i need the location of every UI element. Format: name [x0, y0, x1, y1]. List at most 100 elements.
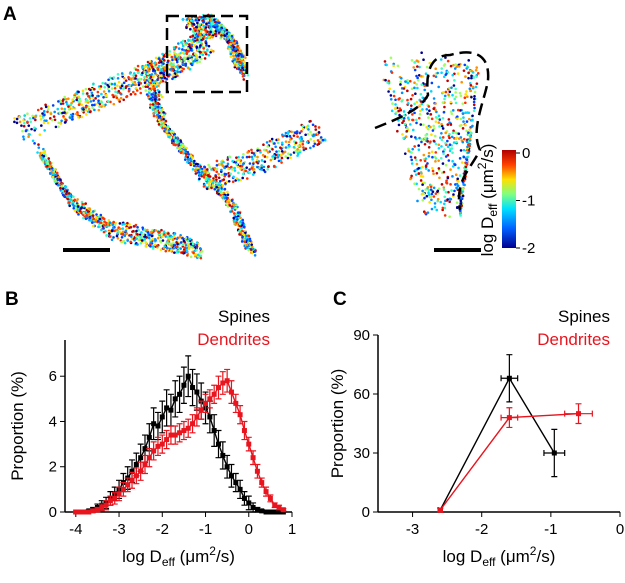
point: [90, 508, 96, 514]
dot: [465, 158, 469, 162]
dot: [475, 82, 479, 85]
dot: [154, 98, 157, 101]
dot: [139, 241, 143, 245]
dot: [409, 104, 413, 107]
dot: [162, 124, 165, 127]
dot: [104, 103, 107, 107]
dot: [314, 125, 317, 128]
point: [551, 450, 557, 456]
dot: [430, 150, 434, 154]
dot: [82, 204, 86, 208]
dot: [129, 240, 132, 244]
dot: [219, 193, 222, 197]
dot: [444, 141, 447, 145]
dot: [162, 117, 165, 121]
dot: [442, 110, 446, 114]
dot: [58, 111, 62, 114]
dot: [67, 108, 71, 111]
y-tick-label: 30: [353, 445, 370, 462]
dot: [296, 148, 299, 151]
dot: [397, 123, 401, 127]
dot: [183, 158, 187, 161]
dot: [53, 118, 57, 122]
dot: [417, 73, 421, 77]
dot: [460, 161, 464, 164]
dot: [232, 203, 236, 206]
dot: [63, 95, 66, 99]
dot: [427, 193, 431, 197]
dot: [429, 140, 432, 143]
dot: [459, 214, 462, 217]
dot: [442, 75, 446, 79]
point: [263, 489, 269, 495]
dot: [172, 130, 175, 134]
dot: [81, 92, 85, 95]
dot: [421, 108, 424, 111]
dot: [461, 140, 465, 144]
dot: [404, 135, 408, 138]
dot: [82, 216, 85, 220]
dot: [450, 86, 453, 89]
dot: [223, 34, 226, 37]
dot: [143, 75, 146, 79]
dot: [414, 158, 418, 162]
point: [228, 473, 234, 479]
dot: [181, 39, 185, 43]
dot: [92, 99, 95, 102]
dot: [108, 221, 112, 225]
dot: [452, 84, 456, 87]
dot: [204, 170, 207, 173]
dot: [419, 179, 423, 182]
dot: [260, 158, 264, 162]
dot: [253, 250, 257, 253]
dot: [207, 182, 211, 186]
dot: [146, 60, 150, 64]
dot: [143, 78, 146, 82]
dot: [39, 114, 42, 118]
dot: [193, 164, 196, 168]
dot: [253, 254, 257, 257]
dot: [213, 18, 216, 21]
dot: [153, 243, 157, 247]
dot: [180, 145, 184, 149]
dot: [226, 190, 229, 194]
label-part: 2: [209, 544, 216, 558]
dot: [277, 159, 281, 163]
dot: [76, 208, 80, 211]
dot: [144, 89, 148, 92]
dot: [191, 168, 195, 171]
dot: [430, 133, 433, 136]
point: [220, 380, 226, 386]
dot: [107, 218, 111, 222]
point: [107, 498, 113, 504]
dot: [77, 116, 80, 119]
dot: [82, 211, 85, 215]
dot: [415, 162, 419, 166]
dot: [90, 91, 94, 95]
dot: [427, 189, 431, 192]
dot: [450, 147, 454, 150]
dot: [176, 67, 180, 70]
dot: [179, 139, 182, 142]
dot: [451, 165, 455, 168]
dot: [409, 177, 412, 181]
dot: [415, 59, 419, 62]
dot: [184, 41, 188, 45]
dot: [89, 100, 93, 103]
dot: [230, 34, 234, 38]
x-axis-label: log Deff (μm2/s): [443, 544, 556, 569]
dot: [430, 192, 434, 196]
colorbar-tick-label: -1: [522, 193, 535, 210]
dot: [134, 83, 137, 86]
dot: [64, 185, 68, 189]
point: [259, 508, 265, 514]
dot: [401, 121, 404, 125]
dot: [425, 126, 428, 129]
dot: [249, 239, 252, 243]
dot: [409, 155, 413, 159]
dot: [321, 138, 325, 142]
dot: [309, 138, 313, 141]
dot: [198, 55, 202, 59]
panel-letter: C: [333, 289, 347, 310]
dot: [205, 168, 209, 171]
